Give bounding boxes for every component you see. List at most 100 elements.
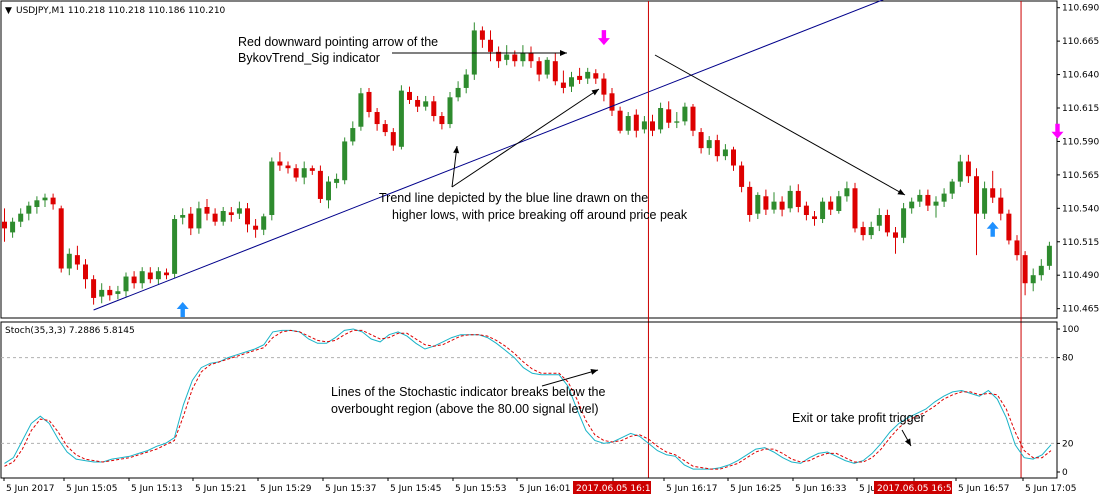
- candle-body: [585, 71, 591, 79]
- stoch-pointer: [541, 369, 599, 387]
- candle-body: [812, 216, 817, 220]
- candle-body: [155, 271, 161, 280]
- buy-signal-arrow-icon: [176, 301, 189, 317]
- stoch-annotation-line2: overbought region (above the 80.00 signa…: [331, 402, 599, 416]
- candle-body: [860, 227, 866, 236]
- price-tick-label: 110.565: [1062, 171, 1099, 181]
- candle-body: [99, 289, 105, 297]
- time-highlight-badge: [573, 481, 651, 494]
- candle-body: [820, 201, 826, 220]
- stoch-tick-label: 0: [1062, 468, 1068, 478]
- candle-body: [463, 74, 469, 88]
- stoch-pointer-head: [590, 369, 598, 375]
- candle-body: [787, 190, 793, 209]
- candle-body: [1022, 255, 1028, 284]
- candle-body: [876, 215, 882, 226]
- candle-body: [925, 194, 931, 206]
- exit-pointer-head: [904, 438, 911, 446]
- candle-body: [83, 264, 88, 280]
- candle-body: [998, 197, 1004, 214]
- candle-body: [569, 77, 574, 87]
- time-tick-label: 5 Jun 2017: [6, 484, 54, 494]
- candle-body: [544, 59, 550, 75]
- price-tick-label: 110.590: [1062, 137, 1099, 147]
- candle-body: [909, 201, 915, 209]
- price-pane: 110.690 110.665 110.640 110.615 110.590 110.5…: [0, 0, 1099, 478]
- candle-body: [836, 196, 842, 211]
- candle-body: [779, 201, 785, 210]
- candle-body: [326, 181, 331, 201]
- candle-body: [949, 181, 955, 194]
- stoch-tick-label: 100: [1062, 325, 1079, 335]
- candle-body: [641, 121, 647, 130]
- candle-body: [91, 279, 97, 298]
- candle-body: [66, 253, 72, 269]
- time-highlight-badge: [874, 481, 952, 494]
- candle-body: [577, 75, 583, 80]
- time-tick-label: 5 Jun 15:45: [390, 484, 441, 494]
- price-tick-label: 110.540: [1062, 204, 1099, 214]
- candle-body: [107, 289, 113, 296]
- candle-body: [633, 114, 639, 131]
- trend-pointer-right: [451, 88, 600, 188]
- candle-body: [650, 121, 655, 131]
- candle-body: [1030, 275, 1036, 284]
- candle-body: [204, 206, 210, 214]
- candle-body: [147, 272, 153, 280]
- red-arrow-annotation-line1: Red downward pointing arrow of the: [238, 35, 438, 49]
- candle-body: [1038, 265, 1044, 276]
- candle-body: [536, 61, 542, 75]
- candle-body: [123, 276, 129, 292]
- candle-body: [844, 188, 850, 197]
- price-tick-label: 110.640: [1062, 71, 1099, 81]
- candle-body: [285, 165, 291, 169]
- candle-body: [398, 90, 404, 147]
- stoch-title: Stoch(35,3,3) 7.2886 5.8145: [5, 326, 135, 336]
- candle-body: [965, 161, 971, 177]
- candle-body: [10, 221, 16, 233]
- candle-body: [188, 213, 194, 229]
- candle-body: [415, 99, 421, 107]
- candle-body: [220, 210, 226, 222]
- candle-body: [601, 78, 607, 95]
- candle-body: [722, 149, 728, 157]
- sell-to-buy-pointer: [654, 54, 906, 196]
- candle-body: [172, 219, 178, 274]
- candle-body: [423, 101, 429, 107]
- candle-body: [560, 82, 566, 88]
- symbol-dropdown-icon: ▼: [5, 6, 12, 16]
- candle-body: [917, 194, 923, 202]
- trend-line: [93, 0, 884, 311]
- trend-pointer-left-head: [453, 146, 460, 154]
- candle-body: [212, 213, 218, 222]
- price-tick-label: 110.665: [1062, 37, 1099, 47]
- candle-body: [488, 39, 493, 52]
- candle-body: [706, 140, 712, 149]
- candle-body: [261, 216, 267, 230]
- red-arrow-pointer-head: [560, 50, 567, 56]
- candle-body: [131, 276, 137, 284]
- candle-body: [990, 188, 996, 198]
- candle-body: [50, 197, 56, 205]
- price-frame: [0, 0, 1058, 319]
- symbol-header: USDJPY,M1 110.218 110.218 110.186 110.21…: [16, 6, 226, 16]
- candle-body: [731, 149, 736, 166]
- candle-body: [658, 108, 664, 130]
- candle-body: [496, 51, 502, 62]
- candle-body: [698, 132, 704, 149]
- time-tick-label: 5 Jun 16:25: [730, 484, 781, 494]
- time-tick-label: 5 Jun 15:13: [131, 484, 182, 494]
- sell-to-buy-pointer-head: [897, 188, 905, 195]
- candle-body: [690, 106, 696, 131]
- time-tick-label: 5 Jun 16:17: [666, 484, 717, 494]
- candle-body: [228, 212, 234, 216]
- candle-body: [317, 170, 323, 199]
- candle-body: [74, 255, 80, 265]
- sell-signal-arrow-icon: [597, 30, 610, 46]
- candle-body: [520, 53, 526, 62]
- candle-body: [803, 205, 809, 216]
- time-tick-label: 2017.06.05 16:51: [877, 484, 957, 494]
- trend-annotation-line2: higher lows, with price breaking off aro…: [392, 208, 688, 222]
- candle-body: [479, 30, 485, 40]
